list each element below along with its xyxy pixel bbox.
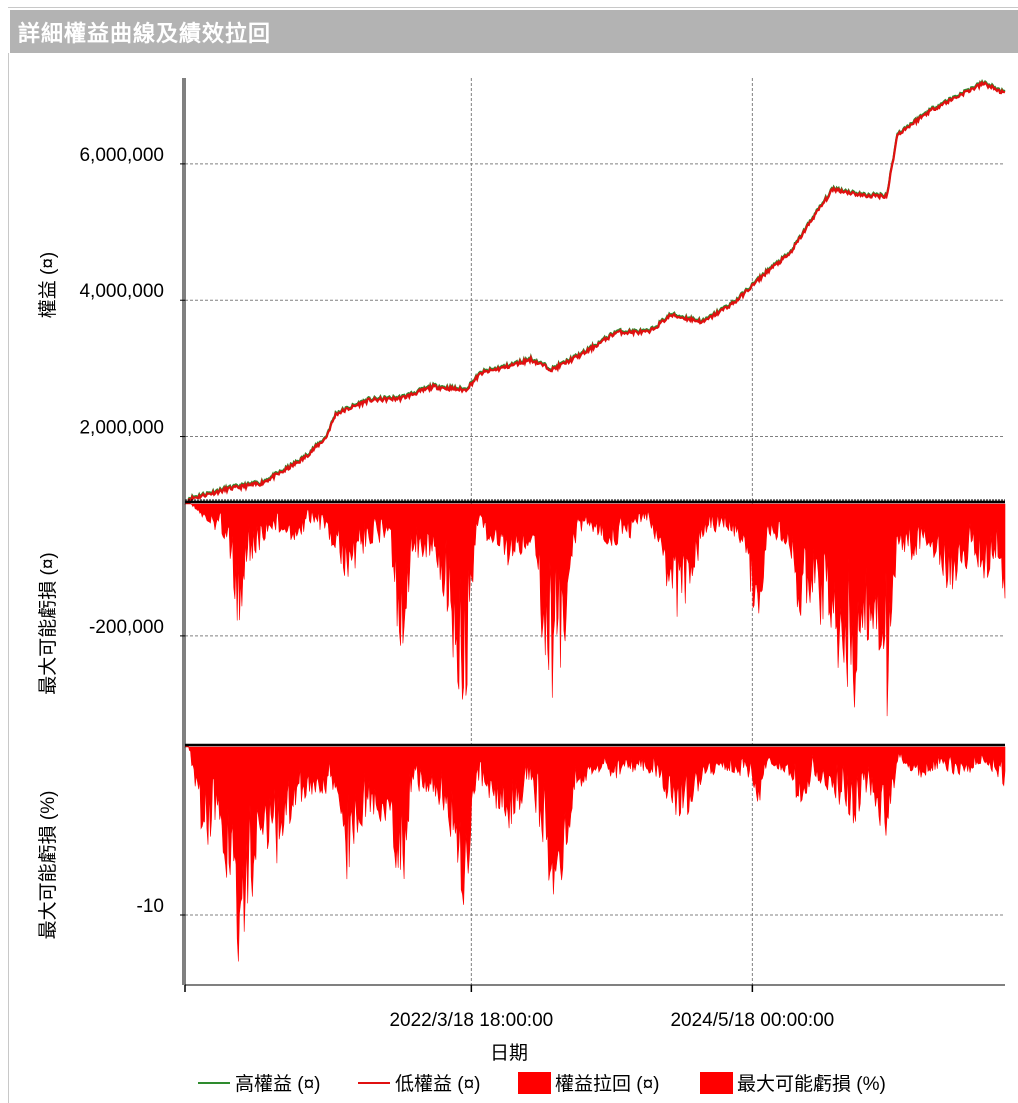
legend-label: 權益拉回 (¤) xyxy=(555,1073,660,1095)
drawdown-percent-area xyxy=(183,744,1006,962)
y-tick-label: -200,000 xyxy=(89,617,164,638)
legend-label: 低權益 (¤) xyxy=(395,1073,481,1095)
legend-box-swatch xyxy=(518,1072,551,1094)
panel-header: 詳細權益曲線及績效拉回 xyxy=(10,10,1018,53)
top-border xyxy=(8,7,1018,8)
x-tick-label: 2024/5/18 00:00:00 xyxy=(670,1010,834,1031)
legend-label: 高權益 (¤) xyxy=(235,1073,321,1095)
y-tick-label: -10 xyxy=(137,896,164,917)
y-axis-label: 最大可能虧損 (%) xyxy=(37,791,59,940)
y-tick-label: 2,000,000 xyxy=(79,418,164,439)
legend-label: 最大可能虧損 (%) xyxy=(737,1073,886,1095)
y-tick-label: 6,000,000 xyxy=(79,145,164,166)
y-axis-label: 最大可能虧損 (¤) xyxy=(37,552,59,695)
panel-title: 詳細權益曲線及績效拉回 xyxy=(18,20,272,46)
legend-box-swatch xyxy=(700,1072,733,1094)
low-equity-line xyxy=(187,80,1006,503)
x-axis-label: 日期 xyxy=(490,1042,528,1064)
high-equity-line xyxy=(187,79,1006,501)
left-border xyxy=(8,53,9,1103)
x-tick-label: 2022/3/18 18:00:00 xyxy=(389,1010,553,1031)
drawdown-amount-area xyxy=(183,501,1006,717)
y-tick-label: 4,000,000 xyxy=(79,281,164,302)
y-axis-label: 權益 (¤) xyxy=(37,252,59,319)
